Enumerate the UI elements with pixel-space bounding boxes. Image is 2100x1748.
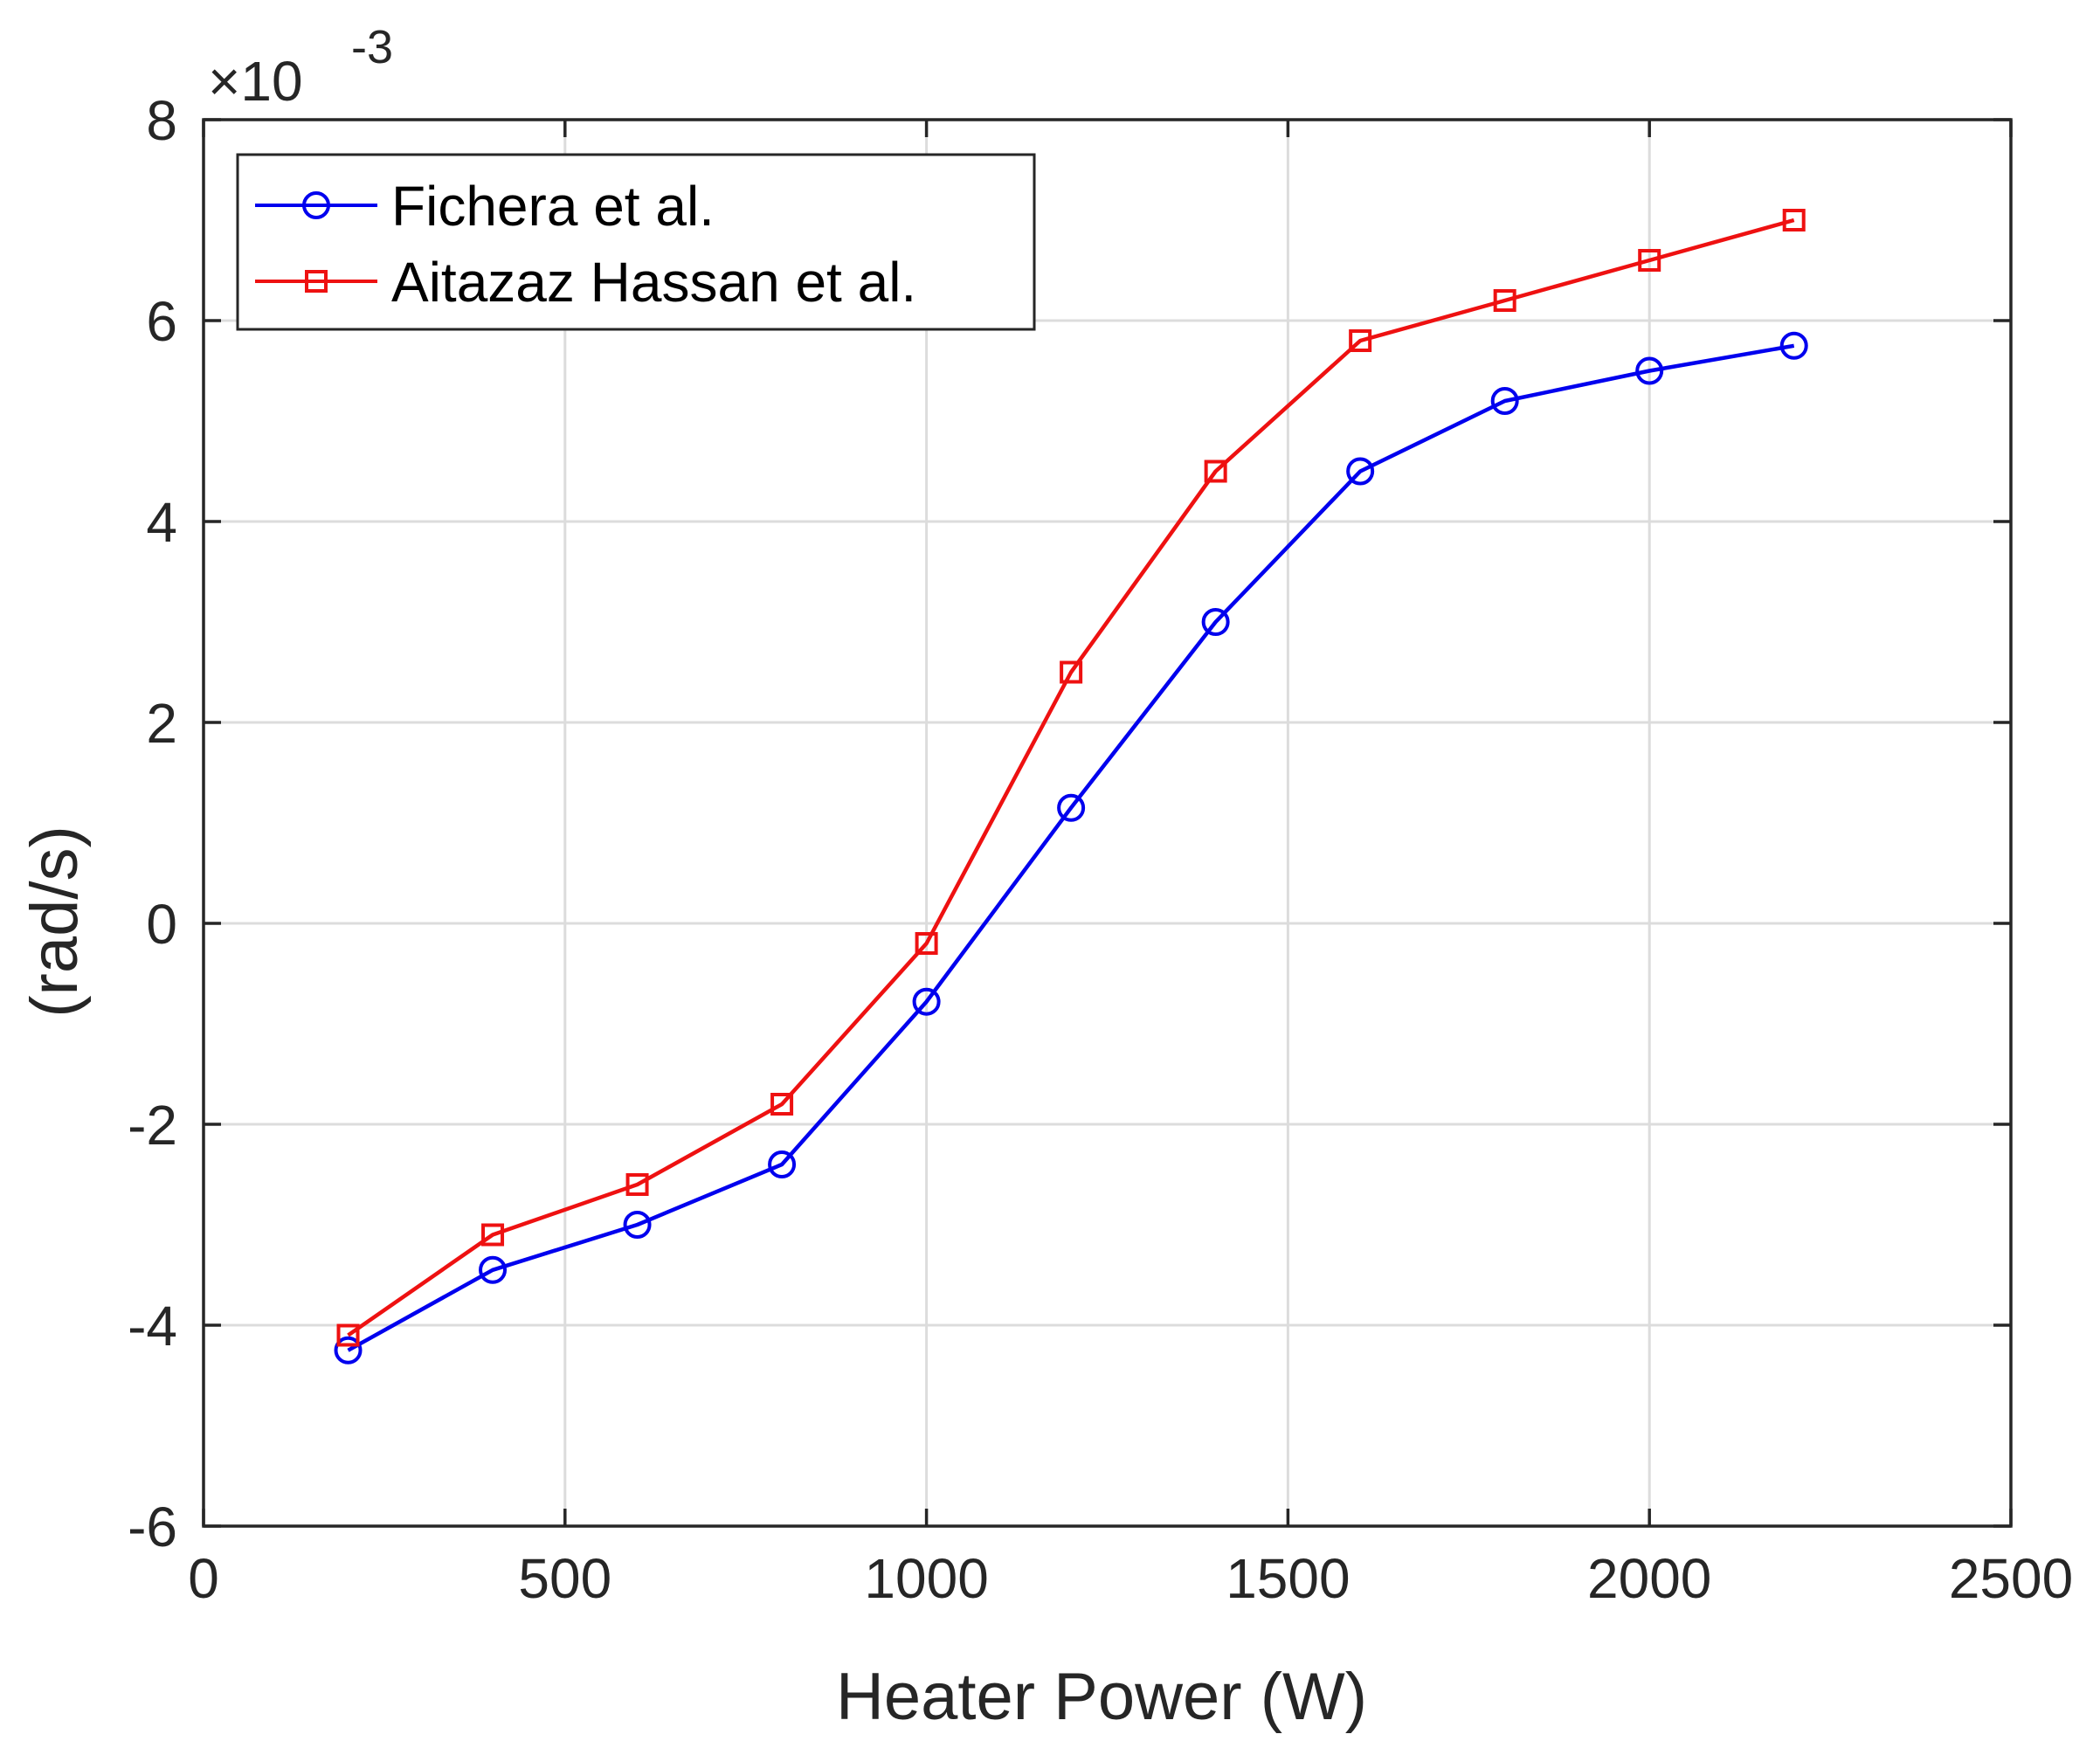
x-tick-label: 2000 [1587,1547,1711,1610]
x-axis-title: Heater Power (W) [836,1660,1367,1734]
data-point [1057,793,1086,822]
data-point [770,1093,794,1116]
y-tick-label: 4 [146,491,177,554]
data-point [915,932,938,955]
multiplier-base: ×10 [208,50,303,113]
data-point [623,1211,652,1239]
data-point [1779,331,1808,360]
data-point [1635,356,1664,385]
x-tick-label: 2500 [1949,1547,2073,1610]
y-tick-label: 8 [146,89,177,152]
axis-ticks: 0 500 1000 1500 2000 2500 -6 -4 -2 0 2 4 6 8 [128,89,2073,1610]
series-layer [334,209,1808,1365]
y-axis-title: (rad/s) [17,826,92,1018]
data-point [1490,387,1519,415]
y-tick-label: 2 [146,692,177,755]
y-axis-multiplier: ×10 -3 [208,21,393,113]
data-point [1201,608,1230,636]
data-point [1204,459,1227,483]
x-tick-label: 500 [518,1547,611,1610]
x-tick-label: 1000 [864,1547,988,1610]
y-tick-label: 6 [146,290,177,353]
x-tick-label: 0 [188,1547,219,1610]
y-tick-label: 0 [146,893,177,956]
data-point [1782,209,1806,231]
data-point [1346,457,1375,486]
data-point [1638,249,1661,272]
data-point [479,1255,508,1284]
data-point [912,987,941,1016]
series-2 [336,209,1806,1347]
data-point [768,1150,797,1178]
data-point [481,1223,505,1247]
y-tick-label: -6 [128,1496,177,1558]
legend-label-fichera: Fichera et al. [391,175,715,238]
legend-square-marker [305,270,328,293]
y-tick-label: -4 [128,1295,177,1358]
multiplier-exponent: -3 [351,21,393,73]
y-tick-label: -2 [128,1094,177,1157]
series-1 [334,331,1808,1365]
data-point [1349,329,1372,352]
data-point [334,1336,363,1365]
series-line [347,218,1795,1337]
legend-circle-marker [302,191,330,219]
legend-entry-hassan: Aitazaz Hassan et al. [255,251,916,314]
data-point [336,1323,360,1347]
legend-label-hassan: Aitazaz Hassan et al. [391,251,916,314]
data-point [1060,660,1083,684]
x-tick-label: 1500 [1226,1547,1350,1610]
legend-box [236,153,1036,331]
legend-entry-fichera: Fichera et al. [255,175,715,238]
plot-frame [202,118,2013,1528]
legend: Fichera et al. Aitazaz Hassan et al. [236,153,1036,331]
data-point [625,1173,649,1196]
series-line [347,343,1795,1352]
data-point [1493,289,1516,312]
